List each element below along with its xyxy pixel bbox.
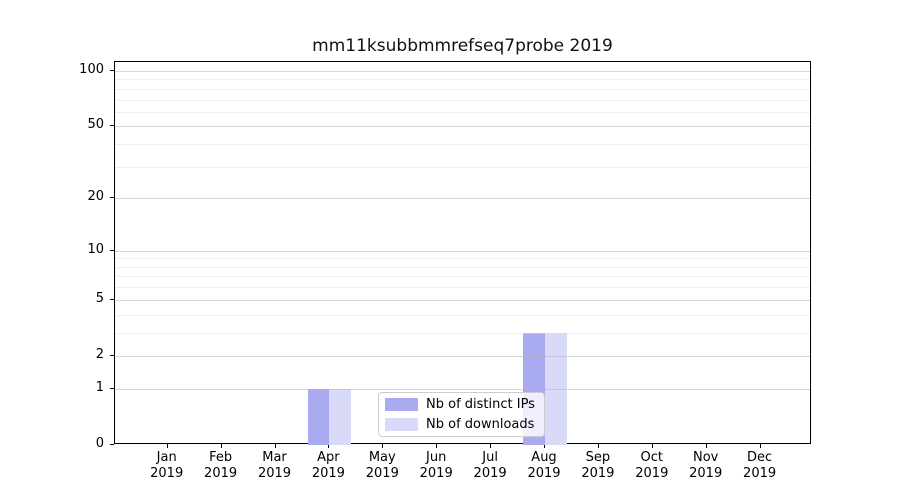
- y-tick-mark: [110, 125, 114, 127]
- x-tick-label-dec: Dec 2019: [743, 450, 777, 481]
- y-tick-label: 100: [79, 61, 104, 77]
- legend-label-distinct-ips: Nb of distinct IPs: [426, 397, 535, 412]
- x-tick-label-nov: Nov 2019: [689, 450, 723, 481]
- gridline-minor: [115, 332, 810, 334]
- gridline-minor: [115, 314, 810, 316]
- x-tick-mark: [436, 444, 438, 448]
- x-tick-label-apr: Apr 2019: [311, 450, 345, 481]
- gridline-minor: [115, 276, 810, 278]
- plot-area: [114, 61, 811, 445]
- y-tick-mark: [110, 354, 114, 356]
- x-tick-label-jun: Jun 2019: [419, 450, 453, 481]
- x-tick-label-aug: Aug 2019: [527, 450, 561, 481]
- y-tick-mark: [110, 387, 114, 389]
- x-tick-label-may: May 2019: [365, 450, 399, 481]
- gridline-minor: [115, 79, 810, 81]
- x-tick-mark: [166, 444, 168, 448]
- x-tick-label-sep: Sep 2019: [581, 450, 615, 481]
- gridline-major: [115, 388, 810, 390]
- gridline-major: [115, 299, 810, 301]
- legend-swatch-distinct-ips-icon: [385, 398, 418, 411]
- x-tick-mark: [705, 444, 707, 448]
- x-tick-mark: [382, 444, 384, 448]
- legend: Nb of distinct IPs Nb of downloads: [378, 392, 545, 437]
- gridline-major: [115, 198, 810, 200]
- x-tick-label-jan: Jan 2019: [150, 450, 184, 481]
- x-tick-label-oct: Oct 2019: [635, 450, 669, 481]
- gridline-minor: [115, 144, 810, 146]
- gridline-minor: [115, 287, 810, 289]
- legend-swatch-downloads-icon: [385, 418, 418, 431]
- y-tick-label: 10: [87, 241, 104, 257]
- y-tick-label: 1: [95, 379, 104, 395]
- x-tick-mark: [274, 444, 276, 448]
- y-tick-mark: [110, 298, 114, 300]
- x-tick-label-jul: Jul 2019: [473, 450, 507, 481]
- y-tick-label: 20: [87, 189, 104, 205]
- x-tick-mark: [651, 444, 653, 448]
- bar-distinct-ips-apr: [307, 388, 330, 445]
- gridline-minor: [115, 166, 810, 168]
- gridline-minor: [115, 99, 810, 101]
- gridline-minor: [115, 111, 810, 113]
- gridline-minor: [115, 258, 810, 260]
- y-tick-mark: [110, 197, 114, 199]
- legend-item-distinct-ips: Nb of distinct IPs: [385, 397, 538, 412]
- y-tick-label: 2: [95, 346, 104, 362]
- x-tick-mark: [544, 444, 545, 448]
- gridline-major: [115, 70, 810, 72]
- x-tick-mark: [759, 444, 761, 448]
- y-tick-mark: [110, 249, 114, 251]
- chart-title: mm11ksubbmmrefseq7probe 2019: [312, 36, 613, 56]
- y-tick-label: 5: [95, 290, 104, 306]
- x-tick-mark: [328, 444, 330, 448]
- gridline-major: [115, 250, 810, 252]
- y-tick-mark: [110, 444, 114, 445]
- legend-item-downloads: Nb of downloads: [385, 417, 538, 432]
- gridline-major: [115, 355, 810, 357]
- x-tick-mark: [490, 444, 492, 448]
- gridline-minor: [115, 88, 810, 90]
- y-tick-mark: [110, 69, 114, 71]
- bar-downloads-apr: [329, 388, 351, 445]
- x-tick-label-mar: Mar 2019: [257, 450, 292, 481]
- x-tick-label-feb: Feb 2019: [204, 450, 238, 481]
- x-tick-mark: [597, 444, 599, 448]
- gridline-major: [115, 126, 810, 128]
- y-tick-label: 50: [87, 117, 104, 133]
- x-tick-mark: [220, 444, 222, 448]
- legend-label-downloads: Nb of downloads: [426, 417, 535, 432]
- y-tick-label: 0: [95, 436, 104, 451]
- gridline-minor: [115, 266, 810, 268]
